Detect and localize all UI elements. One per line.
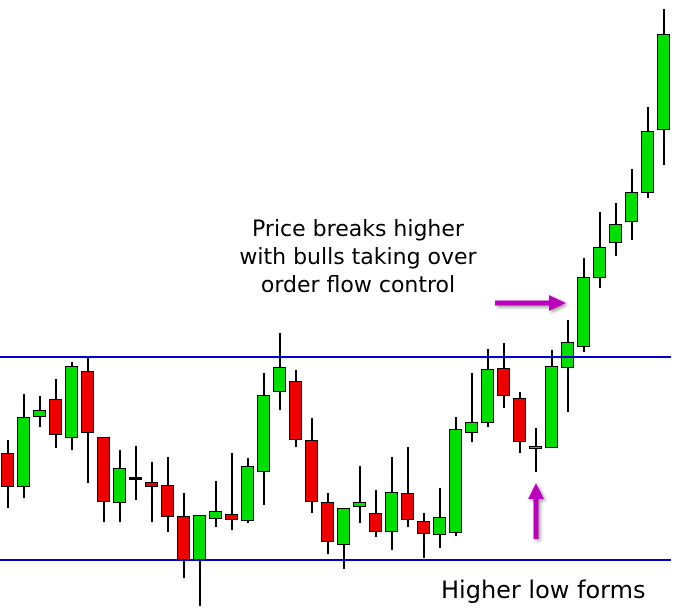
candle-wick [134,446,137,500]
candle-body-up [545,365,558,448]
breakout-annotation-line-3: order flow control [260,273,456,298]
higher-low-label: Higher low forms [441,576,646,604]
support-line [0,558,671,561]
candle-wick [406,446,409,528]
candle-body-up [17,416,30,487]
candle-body-up [241,465,254,522]
candle-wick [150,462,153,523]
candle-body-down [305,440,318,502]
candle-body-up [385,492,398,532]
candle-body-up [593,247,606,278]
candle-body-doji [129,477,142,481]
candle-body-down [401,493,414,520]
candle-body-down [81,370,94,433]
candle-wick [358,465,361,524]
candle-body-down [289,381,302,441]
candle-body-down [225,513,238,520]
candle-body-up [209,510,222,519]
candle-wick [230,452,233,530]
candle-body-down [369,512,382,532]
candle-body-up [577,277,590,348]
candle-body-down [49,398,62,435]
candle-body-down [417,521,430,534]
breakout-annotation-line-1: Price breaks higher [252,217,464,242]
candle-wick [198,514,201,607]
candle-body-up [465,422,478,433]
candle-body-down [1,452,14,487]
candle-body-down [161,484,174,517]
candle-body-up [561,342,574,368]
candle-wick [534,428,537,472]
candle-body-up [33,410,46,417]
candle-body-up [65,365,78,438]
candle-body-down [497,367,510,397]
candle-wick [422,512,425,559]
candle-body-up [641,131,654,193]
candle-body-down [145,481,158,487]
candle-body-down [513,397,526,443]
right-arrow-icon [495,295,566,311]
candle-body-up [481,368,494,423]
breakout-annotation: Price breaks higher with bulls taking ov… [222,216,494,300]
candle-body-up [449,429,462,533]
candle-body-up [625,191,638,222]
candle-body-up [337,508,350,545]
candle-body-up [353,501,366,508]
candle-body-up [113,467,126,503]
candle-body-down [97,436,110,502]
candle-body-down [321,501,334,543]
candle-body-up [433,516,446,535]
candle-body-up [273,366,286,393]
candle-body-up [193,514,206,560]
candle-body-up [257,395,270,472]
breakout-annotation-line-2: with bulls taking over [239,245,477,270]
candle-wick [214,480,217,528]
candle-wick [470,372,473,443]
candle-body-up [609,223,622,243]
candle-body-up [657,34,670,130]
candle-body-up [529,446,542,450]
resistance-line [0,356,671,358]
candle-body-down [177,515,190,560]
up-arrow-icon [528,483,544,539]
